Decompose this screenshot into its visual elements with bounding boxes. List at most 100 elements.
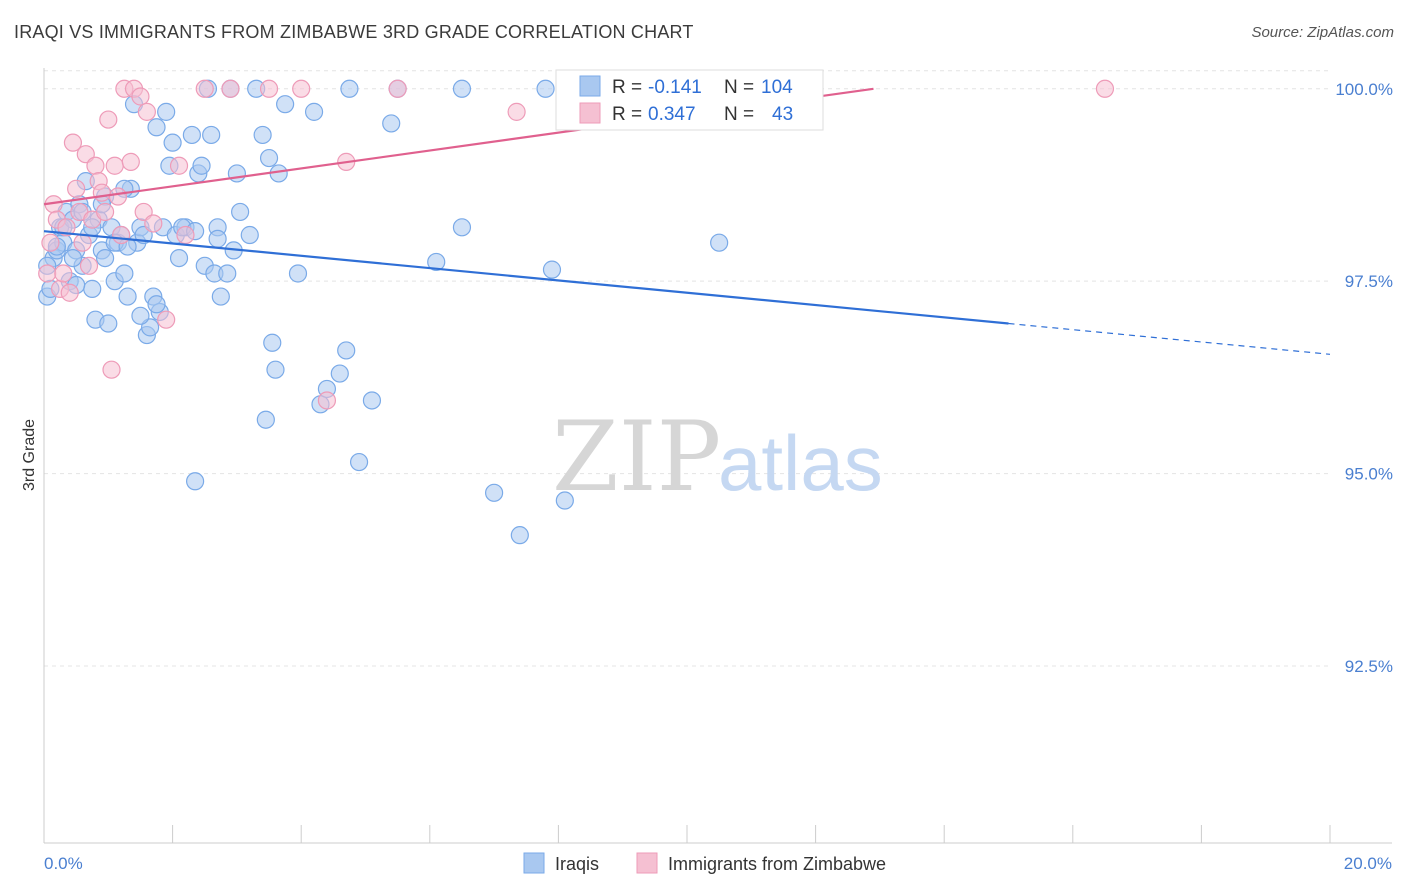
legend-r-label-2: R =: [612, 104, 642, 125]
iraqis-point: [266, 360, 285, 379]
legend-swatch-zimbabwe: [579, 102, 601, 124]
iraqis-point: [427, 252, 446, 272]
zimbabwe-point: [121, 152, 140, 171]
y-tick-label: 100.0%: [1335, 80, 1393, 99]
zimbabwe-point: [105, 156, 124, 175]
grid-lines: [44, 70, 1330, 667]
iraqis-point: [510, 526, 529, 545]
zimbabwe-point: [388, 79, 407, 98]
chart-title: IRAQI VS IMMIGRANTS FROM ZIMBABWE 3RD GR…: [14, 22, 694, 42]
watermark-zip: ZIP: [552, 401, 721, 513]
zimbabwe-point: [79, 256, 99, 275]
zimbabwe-point: [112, 225, 131, 245]
series-legend-label-zimbabwe: Immigrants from Zimbabwe: [668, 854, 886, 874]
iraqis-point: [95, 248, 115, 268]
iraqis-point: [202, 125, 221, 145]
x-tick-label-start: 0.0%: [44, 854, 83, 873]
iraqis-point: [218, 264, 237, 283]
iraqis-point: [227, 164, 246, 183]
axes: [43, 68, 1392, 844]
zimbabwe-point: [67, 179, 86, 198]
zimbabwe-point: [157, 310, 176, 329]
zimbabwe-point: [292, 79, 311, 98]
iraqis-point: [263, 333, 282, 352]
zimbabwe-point: [137, 102, 156, 121]
legend-r-value-1: -0.141: [648, 77, 702, 98]
iraqis-point: [276, 95, 295, 114]
series-legend-swatch-iraqis: [523, 852, 545, 874]
iraqis-point: [362, 391, 382, 410]
legend-n-value-1: 104: [761, 77, 793, 98]
iraqis-point: [253, 125, 272, 145]
zimbabwe-point: [60, 283, 79, 302]
iraqis-point: [452, 218, 472, 237]
legend-n-label-2: N =: [724, 104, 754, 125]
iraqis-point: [208, 229, 227, 248]
iraqis-point: [259, 148, 279, 168]
iraqis-trend-line-extension: [1008, 322, 1331, 355]
zimbabwe-point: [41, 233, 60, 252]
iraqis-point: [304, 102, 324, 121]
iraqis-point: [147, 118, 166, 137]
iraqis-point: [452, 79, 472, 98]
iraqis-point: [83, 279, 102, 298]
zimbabwe-point: [86, 156, 105, 175]
iraqis-point: [169, 248, 189, 268]
iraqis-point: [63, 248, 83, 268]
zimbabwe-point: [63, 133, 83, 152]
iraqis-point: [99, 314, 118, 333]
iraqis-point: [382, 114, 401, 133]
zimbabwe-point: [1095, 79, 1115, 98]
iraqis-point: [163, 133, 182, 152]
iraqis-point: [330, 364, 349, 383]
iraqis-point: [337, 341, 356, 360]
zimbabwe-point: [38, 264, 57, 283]
iraqis-point: [192, 156, 211, 175]
watermark-atlas: atlas: [718, 419, 883, 507]
iraqis-point: [288, 264, 308, 283]
x-tick-labels: 0.0% 20.0%: [44, 854, 1392, 873]
zimbabwe-point: [102, 360, 121, 379]
iraqis-point: [211, 287, 230, 306]
iraqis-point: [710, 233, 729, 252]
y-tick-label: 92.5%: [1345, 657, 1393, 676]
zimbabwe-point: [169, 156, 189, 175]
iraqis-trend-line: [43, 230, 1009, 325]
stats-legend: R = -0.141 N = 104 R = 0.347 N = 43: [555, 69, 824, 131]
zimbabwe-point: [176, 225, 195, 245]
iraqis-point: [157, 102, 176, 121]
iraqis-point: [536, 79, 555, 98]
zimbabwe-point: [54, 264, 73, 283]
y-tick-label: 97.5%: [1345, 272, 1393, 291]
zimbabwe-point: [221, 79, 240, 98]
source-label: Source: ZipAtlas.com: [1251, 24, 1394, 41]
iraqis-point: [240, 225, 259, 245]
series-legend-label-iraqis: Iraqis: [555, 854, 599, 874]
iraqis-point: [340, 79, 359, 98]
x-tick-label-end: 20.0%: [1344, 854, 1392, 873]
zimbabwe-point: [73, 233, 92, 252]
zimbabwe-point: [99, 110, 118, 129]
zimbabwe-point: [144, 214, 163, 233]
iraqis-point: [485, 483, 504, 502]
iraqis-point: [542, 260, 562, 279]
y-tick-label: 95.0%: [1345, 465, 1393, 484]
series-legend: Iraqis Immigrants from Zimbabwe: [523, 852, 886, 874]
legend-r-value-2: 0.347: [648, 104, 696, 125]
iraqis-point: [231, 202, 250, 222]
y-tick-labels: 92.5% 95.0% 97.5% 100.0%: [1335, 80, 1393, 676]
iraqis-point: [115, 264, 134, 283]
iraqis-point: [256, 410, 275, 429]
legend-n-label-1: N =: [724, 77, 754, 98]
zimbabwe-point: [57, 218, 76, 237]
iraqis-point: [118, 287, 137, 306]
iraqis-point: [182, 125, 201, 145]
zimbabwe-point: [317, 391, 337, 410]
iraqis-point: [131, 306, 150, 325]
watermark: ZIP atlas: [552, 401, 883, 513]
zimbabwe-point: [259, 79, 279, 98]
zimbabwe-point: [131, 87, 150, 106]
zimbabwe-point: [95, 202, 115, 222]
iraqis-point: [555, 491, 574, 510]
